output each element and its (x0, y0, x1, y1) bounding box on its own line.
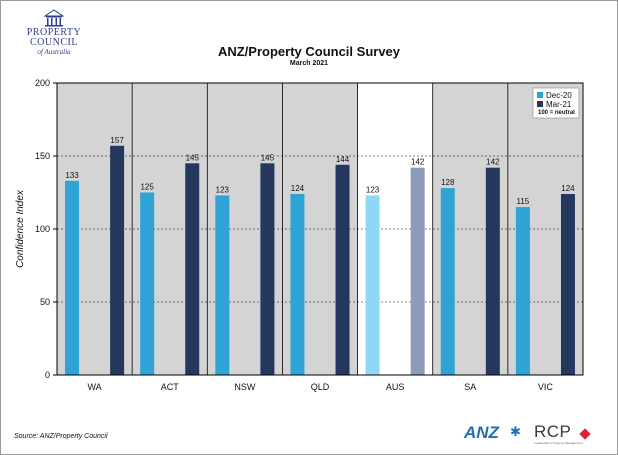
chart-bars (65, 145, 575, 375)
bar-wa-mar-21 (110, 145, 125, 375)
data-label-sa-dec-20: 128 (441, 178, 455, 187)
x-tick-label-nsw: NSW (234, 382, 256, 392)
y-tick-label-50: 50 (40, 297, 50, 307)
data-label-aus-dec-20: 123 (366, 185, 380, 194)
chart-title: ANZ/Property Council Survey (217, 44, 401, 59)
y-axis-title: Confidence Index (15, 189, 26, 268)
legend-swatch-dec-20 (537, 92, 543, 98)
bar-act-mar-21 (185, 163, 200, 375)
x-tick-label-act: ACT (161, 382, 180, 392)
bar-wa-dec-20 (65, 180, 80, 375)
rcp-logo: RCP (534, 422, 572, 441)
data-label-qld-dec-20: 124 (291, 184, 305, 193)
legend-swatch-mar-21 (537, 101, 543, 107)
legend-note: 100 = neutral (538, 110, 575, 116)
chart-data-labels: 133 125 123 124 123 128 115 157 145 145 144 142 142 1… (65, 136, 575, 206)
x-tick-label-sa: SA (464, 382, 476, 392)
anz-logo: ANZ (464, 423, 499, 442)
logo-line-1: PROPERTY (26, 27, 82, 38)
bar-nsw-mar-21 (260, 163, 275, 375)
chart-panels (57, 83, 583, 375)
data-label-nsw-dec-20: 123 (216, 185, 230, 194)
data-label-wa-mar-21: 157 (110, 136, 124, 145)
x-tick-label-wa: WA (87, 382, 101, 392)
data-label-wa-dec-20: 133 (65, 171, 79, 180)
legend-label-dec-20: Dec-20 (546, 91, 572, 100)
legend-label-mar-21: Mar-21 (546, 100, 572, 109)
rcp-tagline: Leadership in Property Management (534, 441, 583, 445)
chart-subtitle: March 2021 (289, 60, 329, 67)
property-council-logo: PROPERTY COUNCIL of Australia (18, 8, 90, 64)
bar-sa-dec-20 (440, 188, 455, 375)
data-label-act-dec-20: 125 (140, 183, 154, 192)
data-label-vic-dec-20: 115 (517, 197, 530, 206)
building-columns-icon (43, 9, 65, 27)
data-label-sa-mar-21: 142 (486, 158, 500, 167)
bar-qld-dec-20 (290, 193, 305, 375)
bar-vic-dec-20 (515, 207, 530, 375)
y-tick-label-0: 0 (45, 370, 50, 380)
bar-vic-mar-21 (560, 193, 575, 375)
data-label-qld-mar-21: 144 (336, 155, 350, 164)
logo-line-2: COUNCIL (30, 37, 78, 48)
bar-act-dec-20 (140, 192, 155, 375)
x-tick-label-vic: VIC (538, 382, 554, 392)
y-tick-label-100: 100 (35, 224, 50, 234)
data-label-aus-mar-21: 142 (411, 158, 425, 167)
logo-line-3: of Australia (37, 48, 71, 56)
bar-aus-dec-20 (365, 195, 380, 375)
bar-sa-mar-21 (485, 167, 500, 375)
y-tick-label-150: 150 (35, 151, 50, 161)
x-tick-label-aus: AUS (386, 382, 405, 392)
data-label-vic-mar-21: 124 (561, 184, 575, 193)
anz-star-icon: ✱ (510, 424, 521, 439)
data-label-nsw-mar-21: 145 (261, 153, 275, 162)
x-tick-label-qld: QLD (311, 382, 330, 392)
data-label-act-mar-21: 145 (186, 153, 200, 162)
bar-nsw-dec-20 (215, 195, 230, 375)
y-tick-label-200: 200 (35, 78, 50, 88)
bar-qld-mar-21 (335, 164, 350, 375)
source-note: Source: ANZ/Property Council (14, 433, 108, 440)
bar-aus-mar-21 (410, 167, 425, 375)
chart-axes: 0 50 100 150 200 WA ACT NSW QLD AUS SA VIC Confidenc… (15, 78, 584, 392)
